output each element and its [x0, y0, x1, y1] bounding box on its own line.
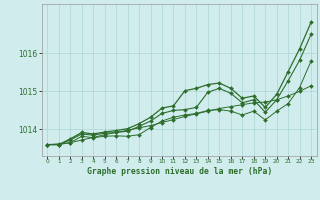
X-axis label: Graphe pression niveau de la mer (hPa): Graphe pression niveau de la mer (hPa) — [87, 167, 272, 176]
